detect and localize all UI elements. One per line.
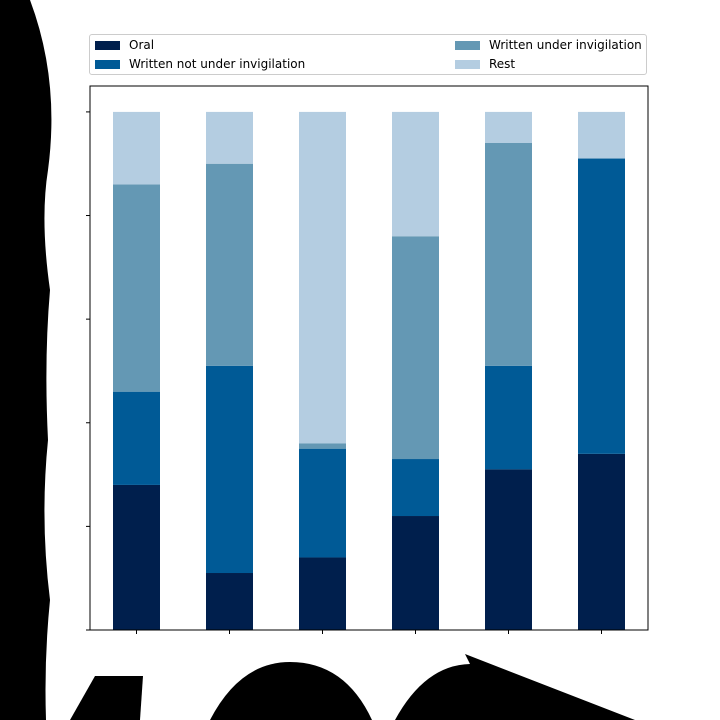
legend-item-written-not-under-invigilation: Written not under invigilation: [95, 57, 305, 71]
bar-segment-5-2: [485, 365, 532, 470]
legend-swatch-written-not-under-invigilation: [95, 59, 120, 69]
decorative-shapes: [0, 0, 635, 720]
legend-swatch-oral: [95, 40, 120, 50]
plot-frame: [89, 85, 649, 631]
bar-segment-2-3: [206, 163, 253, 366]
bar-segment-3-3: [299, 443, 346, 449]
bar-segment-4-1: [392, 516, 439, 630]
bar-segment-3-2: [299, 448, 346, 558]
legend-label-written-under-invigilation: Written under invigilation: [489, 38, 642, 52]
bar-segment-6-2: [578, 158, 625, 454]
bar-segment-3-1: [299, 557, 346, 630]
decorative-shape-2: [210, 662, 372, 720]
bar-segment-5-3: [485, 142, 532, 366]
bar-segment-2-1: [206, 573, 253, 630]
legend-swatch-rest: [455, 59, 480, 69]
bar-segment-2-2: [206, 365, 253, 574]
bar-segment-5-4: [485, 111, 532, 143]
legend: Oral Written under invigilation Written …: [89, 34, 647, 75]
legend-item-written-under-invigilation: Written under invigilation: [455, 38, 642, 52]
legend-label-rest: Rest: [489, 57, 516, 71]
bar-segment-1-3: [113, 184, 160, 392]
bar-segment-3-4: [299, 111, 346, 444]
bar-segment-5-1: [485, 469, 532, 630]
legend-item-oral: Oral: [95, 38, 154, 52]
bar-segment-2-4: [206, 111, 253, 164]
bars-group: [113, 111, 625, 630]
bar-segment-4-4: [392, 111, 439, 237]
legend-item-rest: Rest: [455, 57, 515, 71]
bar-segment-1-1: [113, 484, 160, 630]
bar-segment-4-2: [392, 459, 439, 517]
decorative-shape-1: [70, 676, 143, 720]
bar-segment-6-1: [578, 453, 625, 630]
bar-segment-1-4: [113, 111, 160, 185]
bar-segment-4-3: [392, 236, 439, 460]
legend-label-written-not-under-invigilation: Written not under invigilation: [129, 57, 306, 71]
decorative-left-blob: [0, 0, 52, 720]
ticks-group: [86, 111, 602, 634]
legend-label-oral: Oral: [129, 38, 155, 52]
decorative-shape-3: [395, 654, 635, 720]
bar-segment-6-4: [578, 111, 625, 159]
legend-swatch-written-under-invigilation: [455, 40, 480, 50]
bar-segment-1-2: [113, 391, 160, 485]
